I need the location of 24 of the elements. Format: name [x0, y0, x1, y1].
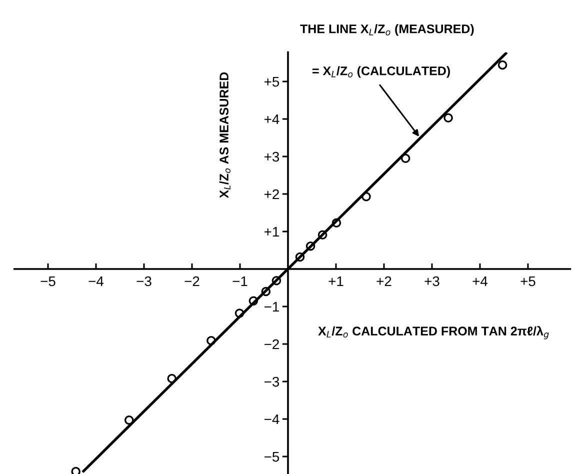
y-tick-label: −1 — [264, 302, 279, 312]
x-tick-label: +4 — [472, 276, 488, 286]
x-tick-label: +2 — [376, 276, 392, 286]
x-tick-label: −2 — [184, 276, 200, 286]
text: THE LINE X$_{L}$/Z$_{o}$ (MEASURED) — [300, 24, 474, 36]
x-tick-label: −5 — [40, 276, 56, 286]
x-tick-label: −4 — [88, 276, 104, 286]
x-tick-label: +1 — [328, 276, 344, 286]
y-axis-title: X$_{L}$/Z$_{o}$ AS MEASURED — [219, 72, 231, 198]
y-tick-label: +4 — [264, 114, 280, 124]
x-tick-label: −1 — [232, 276, 248, 286]
x-tick-label: −3 — [136, 276, 152, 286]
annotation: = X$_{L}$/Z$_{o}$ (CALCULATED) — [312, 66, 450, 78]
y-tick-label: +5 — [264, 76, 280, 87]
y-tick-label: +3 — [264, 152, 280, 162]
x-tick-label: +5 — [520, 276, 536, 286]
y-tick-label: −4 — [264, 414, 280, 424]
y-tick-label: +2 — [264, 189, 279, 200]
x-axis-title: X$_{L}$/Z$_{o}$ CALCULATED FROM TAN 2πℓ/λ$_{g}$ — [318, 326, 549, 340]
y-tick-label: +1 — [264, 226, 279, 237]
y-tick-label: −5 — [264, 452, 280, 462]
y-tick-label: −2 — [264, 339, 279, 350]
x-tick-label: +3 — [424, 276, 440, 286]
y-tick-label: −3 — [264, 376, 280, 387]
